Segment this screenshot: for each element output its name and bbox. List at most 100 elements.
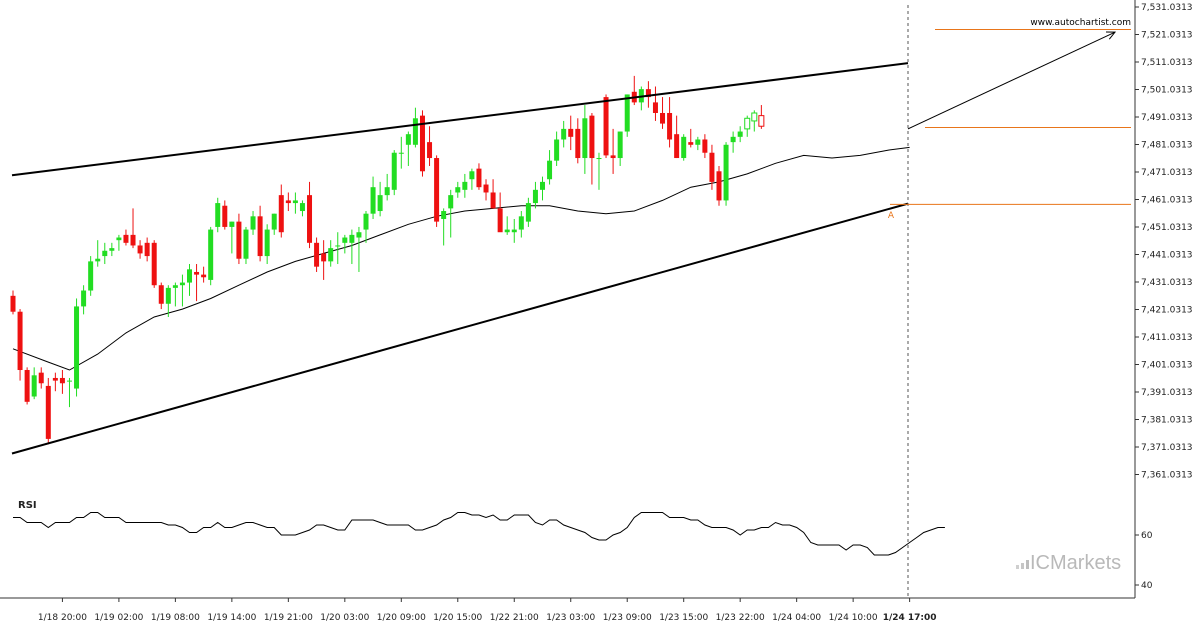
candle <box>81 285 87 315</box>
y-tick-label: 7,361.0313 <box>1141 471 1193 481</box>
candle-body <box>257 216 263 257</box>
y-tick-label: 7,381.0313 <box>1141 416 1193 426</box>
candle <box>292 192 298 214</box>
x-tick-label: 1/23 03:00 <box>546 613 595 623</box>
candle-body <box>194 271 200 275</box>
candle-body <box>709 152 715 182</box>
candle <box>751 110 758 132</box>
x-tick-label: 1/19 02:00 <box>94 613 143 623</box>
candle <box>758 105 765 129</box>
candle-body <box>264 229 270 257</box>
candle <box>582 105 588 174</box>
candle <box>652 86 658 121</box>
candle-body <box>285 200 291 204</box>
candle <box>419 110 425 177</box>
candle <box>483 179 489 201</box>
candle <box>194 264 200 302</box>
candle <box>631 75 637 106</box>
candle <box>285 192 291 212</box>
candle <box>405 131 411 166</box>
candle <box>179 274 185 307</box>
y-tick-label: 7,471.0313 <box>1141 168 1193 178</box>
x-tick-label: 1/22 21:00 <box>490 613 539 623</box>
channel-lower-trendline <box>11 202 909 455</box>
candle <box>638 86 644 111</box>
candle <box>532 181 538 209</box>
candle <box>215 197 221 233</box>
candle-body <box>419 115 425 172</box>
x-tick-label: 1/24 17:00 <box>883 613 937 623</box>
candle <box>123 229 129 246</box>
candle <box>151 240 157 288</box>
candle-body <box>356 232 362 238</box>
candle <box>730 131 736 153</box>
channel-upper-trendline <box>11 62 909 177</box>
candle-body <box>490 192 496 209</box>
candle-body <box>123 234 129 243</box>
candle <box>448 189 454 238</box>
candle-body <box>688 142 694 145</box>
y-tick-label: 7,451.0313 <box>1141 223 1193 233</box>
x-tick-label: 1/20 15:00 <box>433 613 482 623</box>
candle-body <box>667 112 673 140</box>
candle-body <box>730 136 736 143</box>
candle-body <box>250 216 256 230</box>
candle-body <box>603 97 609 156</box>
source-label[interactable]: www.autochartist.com <box>1030 18 1131 28</box>
candle-body <box>17 311 23 371</box>
candle-body <box>674 134 680 159</box>
candle-body <box>554 139 560 161</box>
candle-body <box>109 248 115 251</box>
candle-body <box>137 245 143 254</box>
candle-body <box>102 250 108 257</box>
candle-body <box>307 195 313 243</box>
candle-body <box>681 136 687 159</box>
candle <box>335 232 341 265</box>
candle-body <box>363 213 369 230</box>
candle <box>172 282 178 307</box>
candle-body <box>434 158 440 222</box>
candle-body <box>201 274 207 278</box>
candle-body <box>744 117 751 130</box>
x-tick-label: 1/23 22:00 <box>716 613 765 623</box>
candle-body <box>427 142 433 159</box>
candle <box>187 264 192 296</box>
y-tick-label: 7,511.0313 <box>1141 58 1193 68</box>
candle <box>737 126 743 143</box>
candle <box>525 197 531 227</box>
candle <box>278 184 284 238</box>
candle <box>384 173 390 201</box>
y-tick-label: 7,411.0313 <box>1141 333 1193 343</box>
candle <box>370 176 376 219</box>
candle <box>52 372 58 392</box>
x-tick-label: 1/24 10:00 <box>829 613 878 623</box>
candle-body <box>215 203 221 227</box>
candle-body <box>504 229 510 233</box>
candle-body <box>695 139 701 145</box>
candle <box>490 179 496 209</box>
candle-body <box>24 370 30 402</box>
candle-body <box>596 158 602 160</box>
forecast-arrow-head <box>1105 31 1117 40</box>
candle <box>561 120 567 148</box>
x-tick-label: 1/18 20:00 <box>38 613 87 623</box>
candle <box>222 200 228 230</box>
candle-body <box>370 187 376 214</box>
candle-body <box>737 131 743 137</box>
rsi-tick-label: 60 <box>1141 531 1153 541</box>
candle <box>17 309 23 381</box>
rsi-tick-label: 40 <box>1141 581 1153 591</box>
candle-body <box>278 195 284 233</box>
candle-body <box>179 282 185 286</box>
x-tick-label: 1/20 09:00 <box>377 613 426 623</box>
candle <box>59 370 65 394</box>
candle <box>744 115 751 137</box>
candle <box>688 128 694 148</box>
y-tick-label: 7,521.0313 <box>1141 31 1193 41</box>
candle-body <box>568 128 574 137</box>
candle <box>321 240 327 280</box>
candle <box>462 173 468 198</box>
candle <box>645 81 651 108</box>
candle-body <box>723 144 729 201</box>
